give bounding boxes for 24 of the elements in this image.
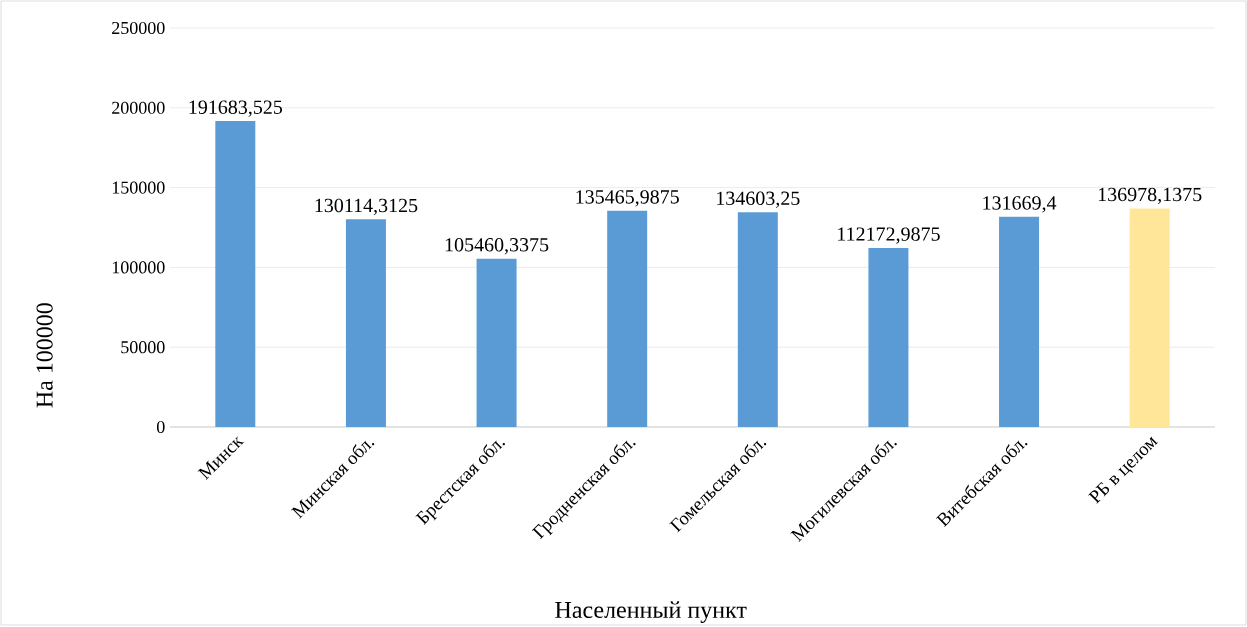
data-label: 135465,9875 bbox=[576, 189, 679, 207]
y-tick-label: 100000 bbox=[112, 261, 165, 274]
bar bbox=[607, 210, 648, 427]
bar bbox=[215, 120, 256, 427]
data-label: 105460,3375 bbox=[445, 237, 549, 255]
y-tick-label: 50000 bbox=[121, 340, 165, 354]
data-label: 191683,525 bbox=[189, 100, 283, 117]
bar bbox=[1129, 208, 1170, 427]
data-label: 130114,3125 bbox=[315, 198, 418, 215]
y-tick-label: 250000 bbox=[112, 21, 165, 34]
x-axis-title: Населенный пункт bbox=[555, 601, 747, 623]
bar bbox=[868, 247, 909, 427]
y-tick-label: 150000 bbox=[112, 181, 165, 194]
y-axis-title: На 100000 bbox=[36, 302, 53, 408]
y-tick-label: 200000 bbox=[112, 101, 165, 114]
data-label: 136978,1375 bbox=[1098, 187, 1202, 204]
y-tick-label: 0 bbox=[156, 420, 165, 433]
data-label: 131669,4 bbox=[983, 196, 1057, 213]
bar bbox=[476, 258, 517, 427]
bar bbox=[345, 219, 386, 427]
data-label: 134603,25 bbox=[717, 191, 800, 208]
data-label: 112172,9875 bbox=[838, 227, 940, 244]
bar bbox=[737, 211, 778, 427]
bar bbox=[999, 216, 1040, 427]
